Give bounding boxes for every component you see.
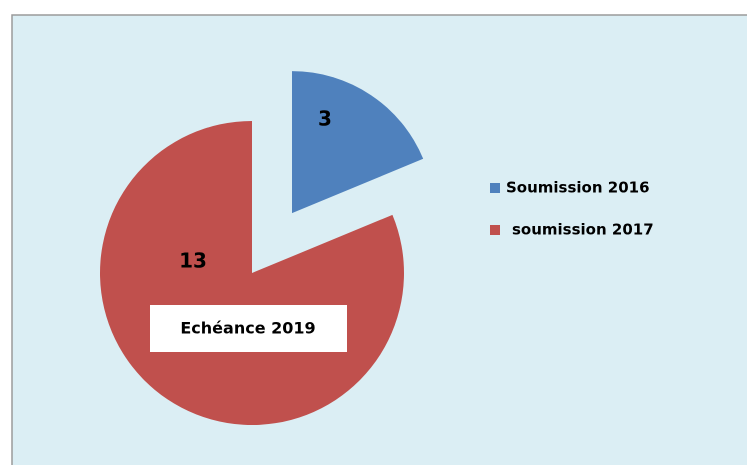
pie-slice [292,71,424,214]
data-label: 3 [318,107,332,131]
annotation: Echéance 2019 [180,319,315,338]
legend-label: Soumission 2016 [506,179,650,197]
annotation-box [150,305,347,352]
legend-swatch [490,225,500,235]
data-label: 13 [179,249,207,273]
legend-label: soumission 2017 [512,221,654,239]
legend-swatch [490,183,500,193]
